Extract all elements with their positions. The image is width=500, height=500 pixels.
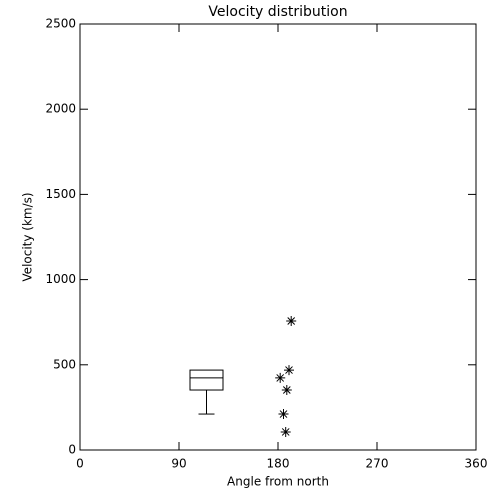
point bbox=[278, 409, 289, 420]
y-axis-label: Velocity (km/s) bbox=[21, 192, 35, 281]
x-axis-label: Angle from north bbox=[227, 475, 329, 489]
y-tick-label: 1000 bbox=[45, 272, 76, 286]
y-tick-label: 0 bbox=[68, 443, 76, 457]
point bbox=[286, 316, 297, 327]
x-tick-label: 180 bbox=[267, 457, 290, 471]
chart-title: Velocity distribution bbox=[208, 4, 347, 20]
point bbox=[284, 365, 294, 376]
x-tick-label: 270 bbox=[366, 457, 389, 471]
x-tick-label: 360 bbox=[465, 457, 488, 471]
y-tick-label: 2000 bbox=[45, 102, 76, 116]
x-tick-label: 90 bbox=[171, 457, 186, 471]
y-tick-label: 2500 bbox=[45, 17, 76, 31]
x-tick-label: 0 bbox=[76, 457, 84, 471]
point bbox=[281, 385, 292, 396]
y-tick-label: 500 bbox=[53, 357, 76, 371]
point bbox=[280, 426, 291, 437]
point bbox=[275, 372, 286, 383]
y-tick-label: 1500 bbox=[45, 187, 76, 201]
